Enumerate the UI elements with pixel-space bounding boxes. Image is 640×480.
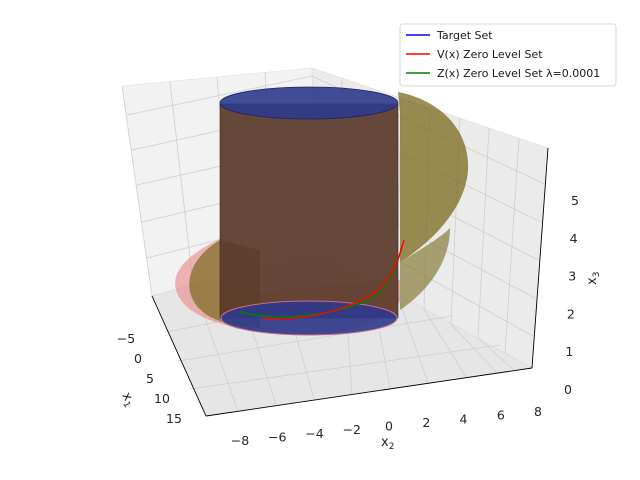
x1-axis-label: x1 (117, 390, 138, 410)
x3-axis-line (531, 147, 549, 369)
x3-tick-label: 1 (565, 344, 573, 359)
x2-tick-label: −6 (268, 429, 286, 444)
legend-box (399, 23, 617, 87)
grid-line (189, 344, 501, 390)
x2-tick-label: −4 (305, 426, 323, 441)
x3-axis-label: x3 (585, 272, 602, 285)
legend-label-target-set: Target Set (436, 29, 493, 42)
target-set-cylinder-top (219, 86, 399, 120)
x1-axis-line (151, 295, 207, 417)
z-level-surface-back (398, 92, 469, 262)
x2-tick-label: 0 (385, 419, 393, 434)
x1-tick-label: 10 (154, 391, 170, 406)
x2-axis-line (205, 367, 533, 417)
x3-tick-label: 3 (568, 269, 576, 284)
grid-line (169, 81, 194, 285)
x2-tick-label: 4 (460, 411, 468, 426)
x1-tick-label: 5 (146, 371, 154, 386)
grid-line (477, 337, 515, 371)
x2-tick-label: −8 (231, 433, 249, 448)
x2-tick-labels: −8 −6 −4 −2 0 2 4 6 8 (231, 404, 542, 448)
grid-line (396, 293, 429, 384)
grid-line (126, 75, 313, 116)
x3-tick-label: 0 (564, 382, 572, 397)
surfaces (175, 86, 469, 336)
x1-tick-label: 15 (166, 411, 182, 426)
x1-tick-label: −5 (117, 331, 135, 346)
x2-tick-label: 2 (422, 415, 430, 430)
grid-line (177, 315, 453, 362)
x3-tick-label: 4 (570, 231, 578, 246)
legend-label-v-level: V(x) Zero Level Set (437, 48, 543, 61)
x1-tick-label: 0 (134, 351, 142, 366)
z-level-surface-lower (400, 228, 450, 310)
target-set-cylinder-bottom (220, 300, 398, 336)
z-level-trace (239, 245, 403, 318)
target-set-cylinder-body (219, 103, 399, 319)
legend: Target Set V(x) Zero Level Set Z(x) Zero… (399, 23, 617, 87)
grid-line (504, 137, 520, 354)
x2-tick-label: 6 (497, 408, 505, 423)
x3-tick-labels: 0 1 2 3 4 5 (564, 193, 579, 397)
x2-tick-label: −2 (343, 422, 361, 437)
x2-axis-label: x2 (381, 435, 394, 452)
grid-line (477, 127, 490, 339)
x3-tick-label: 5 (571, 193, 579, 208)
axis-lines (151, 147, 549, 417)
v-level-trace (261, 239, 405, 320)
x2-tick-label: 8 (534, 404, 542, 419)
grid-line (423, 308, 467, 378)
grid-line (121, 85, 153, 297)
x3-tick-label: 2 (567, 306, 575, 321)
legend-label-z-level: Z(x) Zero Level Set λ=0.0001 (437, 67, 600, 80)
